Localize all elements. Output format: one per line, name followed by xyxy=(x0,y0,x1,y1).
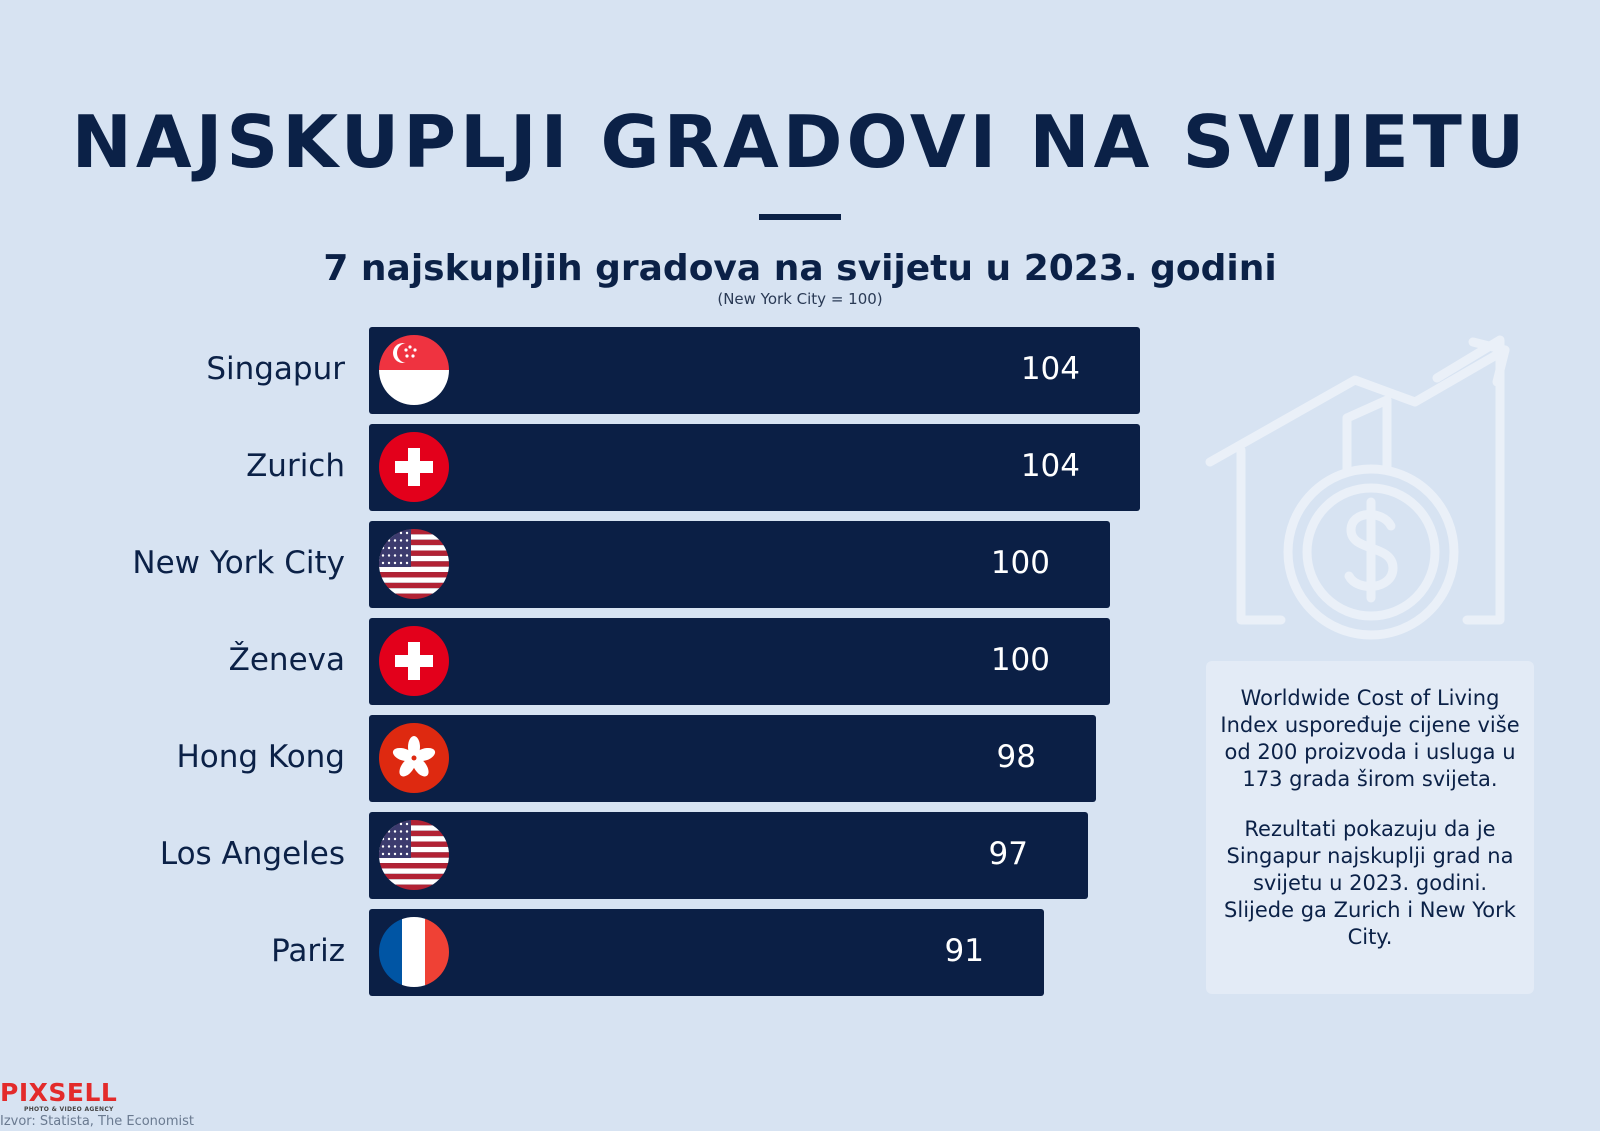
bar xyxy=(369,909,1044,996)
category-label: Los Angeles xyxy=(159,836,345,872)
data-label: 91 xyxy=(944,933,984,969)
usa-flag-icon xyxy=(379,529,449,599)
bar xyxy=(369,715,1096,802)
hong-kong-flag-icon xyxy=(379,723,449,793)
bar xyxy=(369,521,1110,608)
category-label: Ženeva xyxy=(228,642,345,678)
data-label: 104 xyxy=(1020,351,1080,387)
data-label: 104 xyxy=(1020,448,1080,484)
singapore-flag-icon xyxy=(379,335,449,405)
logo-tagline: PHOTO & VIDEO AGENCY xyxy=(24,1106,114,1113)
category-label: New York City xyxy=(132,545,345,581)
bar xyxy=(369,424,1140,511)
info-box: Worldwide Cost of Living Index uspoređuj… xyxy=(1206,661,1534,994)
page-title: NAJSKUPLJI GRADOVI NA SVIJETU xyxy=(71,100,1529,184)
category-label: Pariz xyxy=(271,933,345,969)
switzerland-flag-icon xyxy=(379,626,449,696)
data-label: 100 xyxy=(990,545,1050,581)
usa-flag-icon xyxy=(379,820,449,890)
info-paragraph-2: Rezultati pokazuju da je Singapur najsku… xyxy=(1224,817,1516,949)
category-label: Singapur xyxy=(206,351,345,387)
data-label: 98 xyxy=(996,739,1036,775)
bar xyxy=(369,618,1110,705)
bar xyxy=(369,327,1140,414)
france-flag-icon xyxy=(379,917,449,987)
info-paragraph-1: Worldwide Cost of Living Index uspoređuj… xyxy=(1220,686,1520,791)
title-divider xyxy=(759,214,841,220)
cost-growth-icon xyxy=(1205,335,1510,640)
source-note: Izvor: Statista, The Economist xyxy=(0,1114,195,1129)
data-label: 100 xyxy=(990,642,1050,678)
pixsell-logo: PIXSELL xyxy=(0,1078,118,1107)
data-label: 97 xyxy=(988,836,1028,872)
category-label: Hong Kong xyxy=(176,739,345,775)
switzerland-flag-icon xyxy=(379,432,449,502)
category-label: Zurich xyxy=(246,448,345,484)
chart-subtitle: 7 najskupljih gradova na svijetu u 2023.… xyxy=(323,248,1277,289)
bar xyxy=(369,812,1088,899)
chart-note: (New York City = 100) xyxy=(717,290,883,308)
